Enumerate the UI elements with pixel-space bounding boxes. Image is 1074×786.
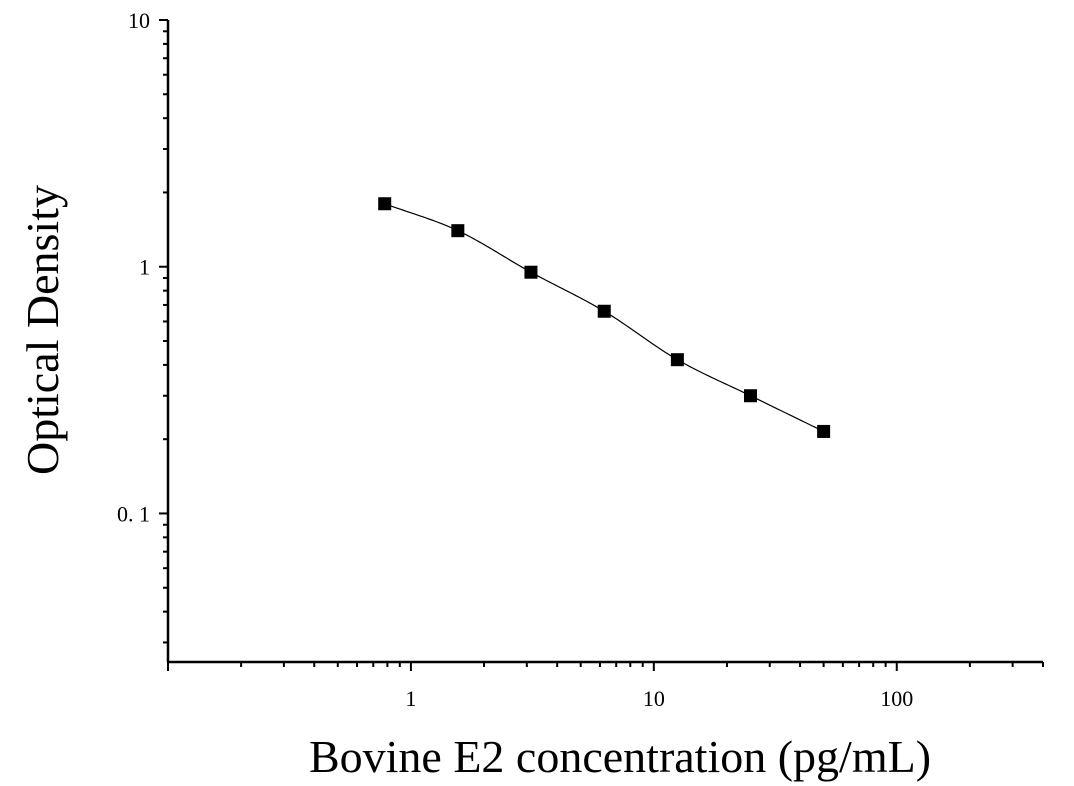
data-point [597,304,611,318]
data-points [378,197,831,438]
x-tick-label: 10 [643,686,665,711]
ticks [159,19,1044,671]
y-tick-label: 0. 1 [117,501,150,526]
y-tick-label: 1 [139,255,150,280]
axes [166,20,1043,664]
y-axis-title: Optical Density [17,185,68,475]
x-tick-label: 1 [405,686,416,711]
data-point [817,424,831,438]
data-point [451,224,465,238]
data-point [378,197,392,211]
data-point [743,389,757,403]
tick-labels: 1 10 100 0. 1 1 10 [117,8,913,711]
x-tick-label: 100 [880,686,913,711]
data-point [670,353,684,367]
y-tick-label: 10 [128,8,150,33]
data-point [524,265,538,279]
x-axis-title: Bovine E2 concentration (pg/mL) [309,731,931,782]
